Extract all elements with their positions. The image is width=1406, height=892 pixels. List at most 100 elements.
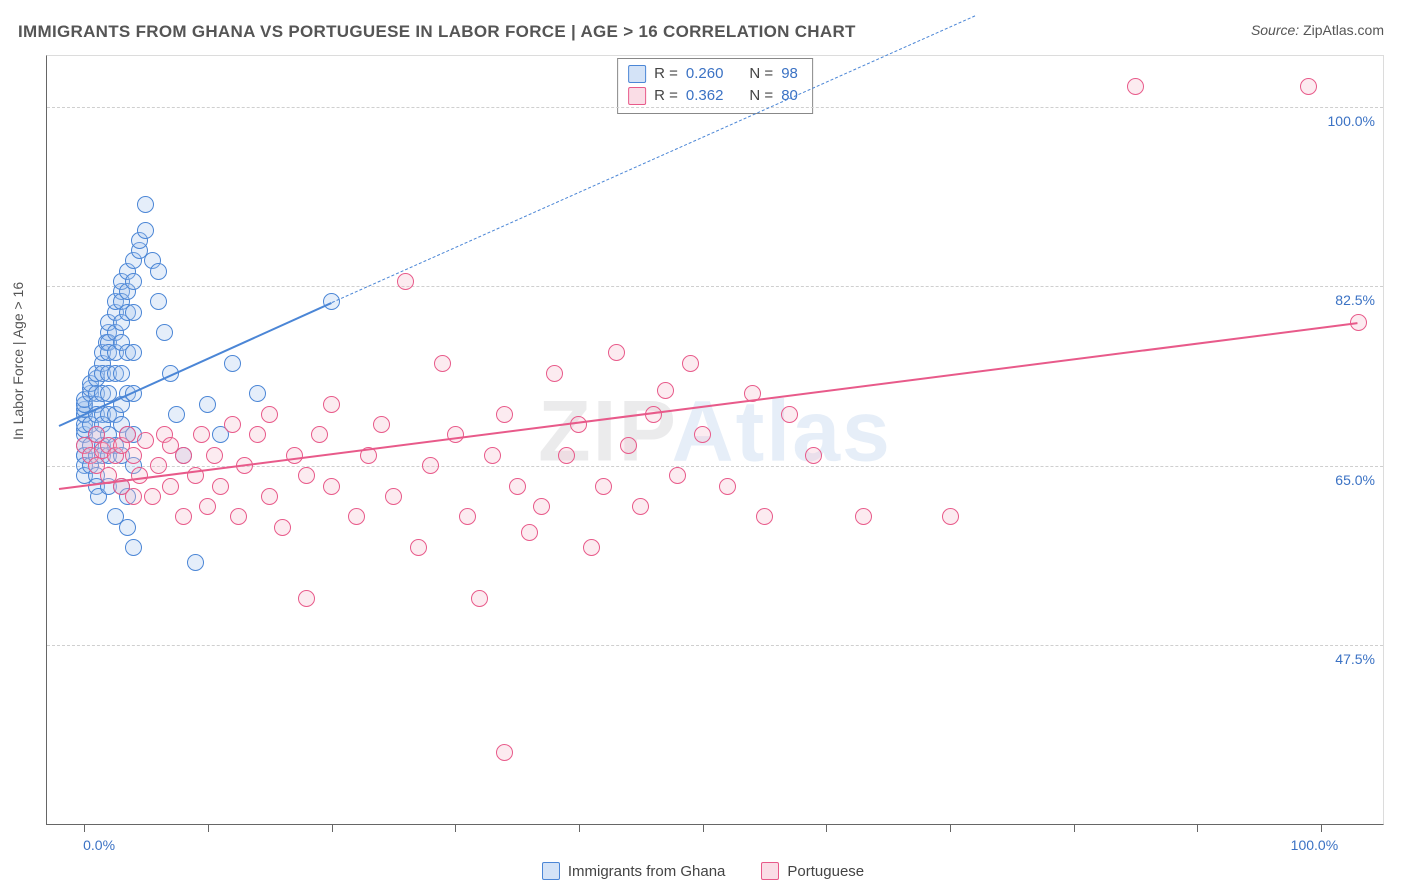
legend-item: Immigrants from Ghana — [542, 862, 726, 880]
scatter-point — [90, 488, 107, 505]
scatter-point — [100, 447, 117, 464]
x-tick-mark — [579, 824, 580, 832]
scatter-point — [113, 365, 130, 382]
scatter-point — [187, 467, 204, 484]
scatter-point — [76, 467, 93, 484]
scatter-point — [286, 447, 303, 464]
scatter-point — [113, 273, 130, 290]
scatter-point — [125, 252, 142, 269]
scatter-point — [632, 498, 649, 515]
scatter-point — [94, 385, 111, 402]
scatter-point — [298, 467, 315, 484]
scatter-point — [583, 539, 600, 556]
scatter-point — [144, 252, 161, 269]
scatter-point — [855, 508, 872, 525]
scatter-point — [261, 406, 278, 423]
scatter-point — [311, 426, 328, 443]
scatter-point — [199, 396, 216, 413]
scatter-point — [385, 488, 402, 505]
scatter-point — [434, 355, 451, 372]
scatter-point — [94, 437, 111, 454]
scatter-point — [100, 314, 117, 331]
scatter-point — [107, 324, 124, 341]
scatter-point — [274, 519, 291, 536]
scatter-point — [76, 437, 93, 454]
n-value: 80 — [781, 85, 798, 107]
scatter-point — [521, 524, 538, 541]
scatter-point — [107, 406, 124, 423]
source-name: ZipAtlas.com — [1303, 22, 1384, 38]
scatter-point — [496, 744, 513, 761]
y-tick-label: 65.0% — [1305, 472, 1375, 488]
scatter-point — [100, 385, 117, 402]
legend-item: Portuguese — [761, 862, 864, 880]
scatter-point — [76, 457, 93, 474]
scatter-point — [156, 426, 173, 443]
scatter-point — [100, 467, 117, 484]
n-label: N = — [749, 85, 773, 107]
scatter-point — [323, 396, 340, 413]
y-tick-label: 82.5% — [1305, 292, 1375, 308]
scatter-point — [76, 391, 93, 408]
scatter-point — [224, 355, 241, 372]
scatter-point — [94, 447, 111, 464]
scatter-point — [119, 344, 136, 361]
scatter-point — [249, 426, 266, 443]
trend-line — [59, 322, 1358, 490]
scatter-point — [94, 355, 111, 372]
legend-label: Immigrants from Ghana — [568, 863, 726, 880]
scatter-point — [119, 519, 136, 536]
n-label: N = — [749, 63, 773, 85]
scatter-point — [113, 334, 130, 351]
scatter-point — [113, 283, 130, 300]
scatter-point — [113, 396, 130, 413]
watermark: ZIPAtlas — [538, 383, 892, 482]
scatter-point — [236, 457, 253, 474]
scatter-point — [756, 508, 773, 525]
scatter-point — [100, 478, 117, 495]
scatter-point — [119, 426, 136, 443]
legend-swatch — [542, 862, 560, 880]
chart-title: IMMIGRANTS FROM GHANA VS PORTUGUESE IN L… — [18, 22, 856, 42]
scatter-plot-area: ZIPAtlas R =0.260N =98R =0.362N =80 47.5… — [46, 55, 1384, 825]
x-tick-mark — [208, 824, 209, 832]
scatter-point — [76, 396, 93, 413]
scatter-point — [781, 406, 798, 423]
scatter-point — [88, 426, 105, 443]
scatter-point — [175, 508, 192, 525]
scatter-point — [113, 416, 130, 433]
x-tick-mark — [1074, 824, 1075, 832]
scatter-point — [107, 293, 124, 310]
scatter-point — [744, 385, 761, 402]
scatter-point — [595, 478, 612, 495]
scatter-point — [125, 304, 142, 321]
legend-swatch — [628, 65, 646, 83]
scatter-point — [1127, 78, 1144, 95]
scatter-point — [107, 304, 124, 321]
scatter-point — [125, 539, 142, 556]
gridline — [47, 466, 1383, 467]
scatter-point — [113, 437, 130, 454]
scatter-point — [137, 222, 154, 239]
x-tick-mark — [84, 824, 85, 832]
scatter-point — [94, 442, 111, 459]
stats-legend-box: R =0.260N =98R =0.362N =80 — [617, 58, 813, 114]
x-tick-mark — [455, 824, 456, 832]
scatter-point — [76, 421, 93, 438]
scatter-point — [76, 426, 93, 443]
scatter-point — [125, 426, 142, 443]
scatter-point — [682, 355, 699, 372]
r-value: 0.260 — [686, 63, 724, 85]
scatter-point — [113, 293, 130, 310]
series-legend: Immigrants from Ghana Portuguese — [0, 862, 1406, 884]
scatter-point — [694, 426, 711, 443]
scatter-point — [509, 478, 526, 495]
scatter-point — [175, 447, 192, 464]
scatter-point — [94, 416, 111, 433]
scatter-point — [100, 406, 117, 423]
scatter-point — [570, 416, 587, 433]
scatter-point — [94, 406, 111, 423]
scatter-point — [76, 416, 93, 433]
scatter-point — [162, 437, 179, 454]
stats-legend-row: R =0.362N =80 — [628, 85, 798, 107]
